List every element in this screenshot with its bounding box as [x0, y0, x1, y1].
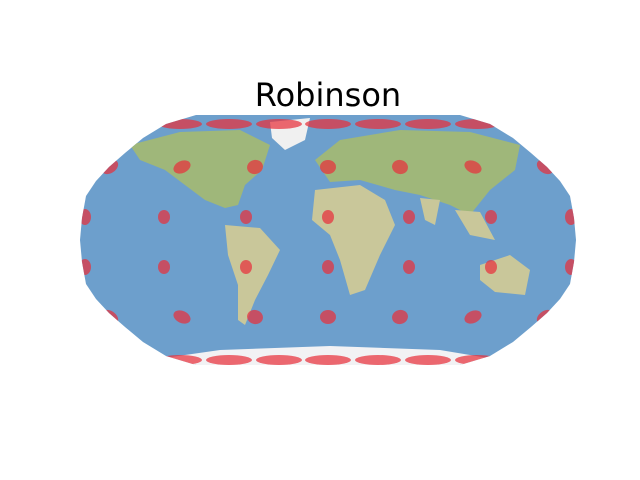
indicatrix	[455, 119, 499, 129]
land	[315, 130, 520, 215]
indicatrix	[256, 119, 302, 129]
indicatrix	[158, 260, 170, 274]
indicatrix	[464, 160, 482, 174]
land	[312, 185, 395, 295]
map	[80, 115, 576, 365]
indicatrix	[240, 260, 252, 274]
indicatrix	[158, 355, 202, 365]
land	[225, 225, 280, 325]
indicatrix	[80, 209, 91, 225]
map-title: Robinson	[255, 76, 401, 114]
indicatrix	[320, 160, 336, 174]
indicatrix	[247, 159, 263, 175]
indicatrix	[206, 119, 252, 129]
indicatrix	[565, 209, 576, 225]
indicatrix	[455, 355, 499, 365]
indicatrix	[206, 355, 252, 365]
indicatrix	[322, 260, 334, 274]
indicatrix	[405, 355, 451, 365]
indicatrix	[158, 210, 170, 224]
indicatrix	[392, 159, 408, 175]
indicatrix	[305, 119, 351, 129]
indicatrix	[355, 355, 401, 365]
indicatrix	[158, 119, 202, 129]
indicatrix	[173, 310, 191, 324]
indicatrix	[485, 260, 497, 274]
indicatrix	[173, 160, 191, 174]
indicatrix	[403, 260, 415, 274]
indicatrix	[464, 310, 482, 324]
indicatrix	[80, 259, 91, 275]
land	[420, 198, 495, 240]
indicatrix	[247, 309, 263, 325]
indicatrix	[322, 210, 334, 224]
indicatrix	[565, 259, 576, 275]
indicatrix	[405, 119, 451, 129]
indicatrix	[485, 210, 497, 224]
indicatrix	[256, 355, 302, 365]
indicatrix	[403, 210, 415, 224]
indicatrix	[320, 310, 336, 324]
land	[130, 130, 270, 208]
indicatrix	[392, 309, 408, 325]
indicatrix	[305, 355, 351, 365]
indicatrix	[355, 119, 401, 129]
indicatrix	[240, 210, 252, 224]
